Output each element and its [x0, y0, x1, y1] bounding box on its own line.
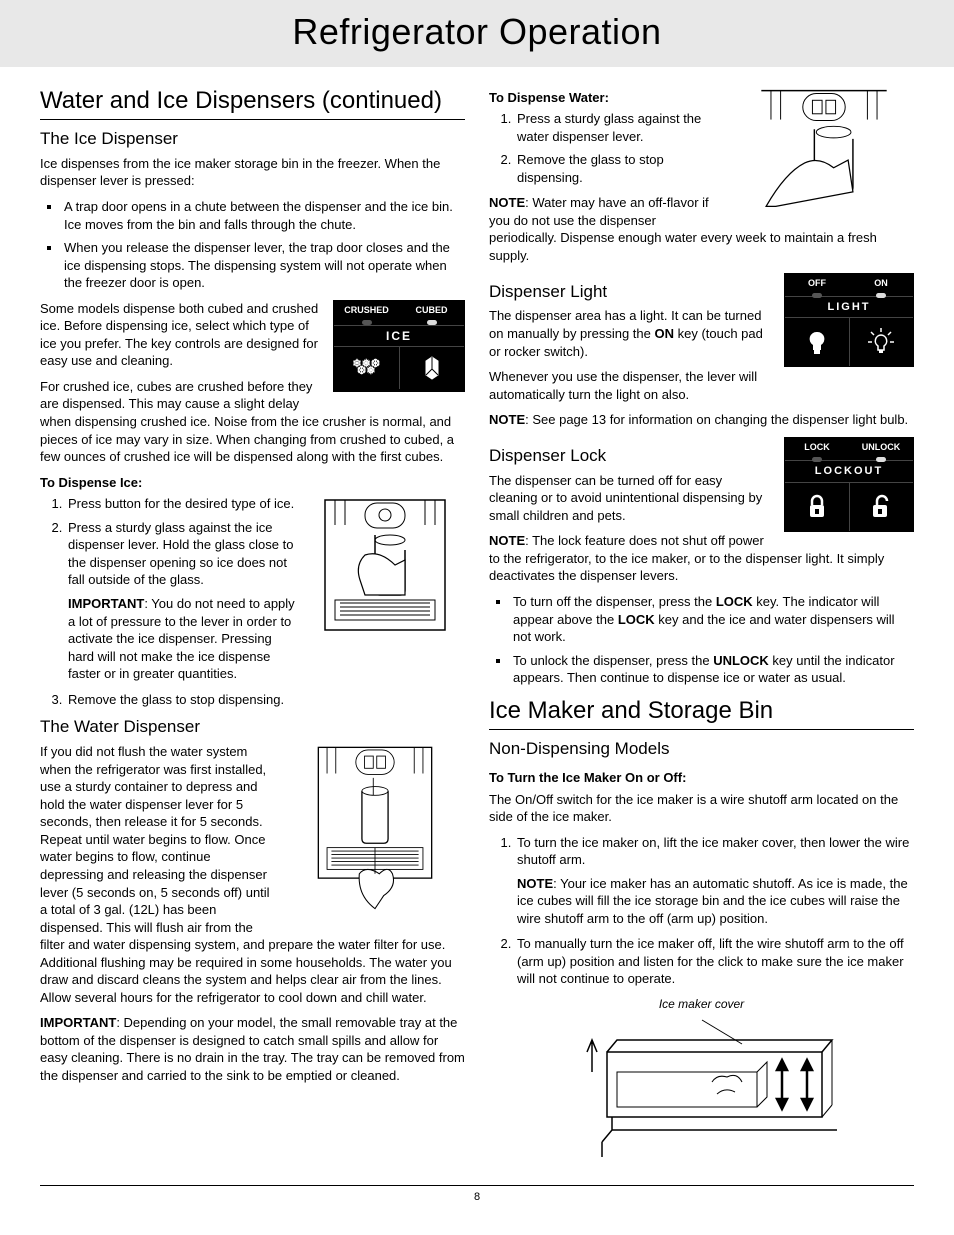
left-column: Water and Ice Dispensers (continued) The…: [40, 81, 465, 1167]
to-dispense-ice-heading: To Dispense Ice:: [40, 474, 465, 492]
section-ice-maker: Ice Maker and Storage Bin: [489, 695, 914, 730]
icemaker-steps: To turn the ice maker on, lift the ice m…: [489, 834, 914, 988]
ice-bullet-1: A trap door opens in a chute between the…: [62, 198, 465, 233]
ice-label: ICE: [334, 325, 464, 347]
heading-non-dispensing: Non-Dispensing Models: [489, 738, 914, 761]
lock-label: LOCK: [785, 438, 849, 460]
unlock-label: UNLOCK: [849, 438, 913, 460]
section-water-ice-dispensers: Water and Ice Dispensers (continued): [40, 85, 465, 120]
lock-bullet-2: To unlock the dispenser, press the UNLOC…: [511, 652, 914, 687]
content-columns: Water and Ice Dispensers (continued) The…: [0, 81, 954, 1177]
lock-icon: [785, 483, 849, 531]
right-column: To Dispense Water: Press a sturdy glass …: [489, 81, 914, 1167]
ice-bullet-2: When you release the dispenser lever, th…: [62, 239, 465, 292]
lock-note: NOTE: The lock feature does not shut off…: [489, 532, 914, 585]
lock-bullets: To turn off the dispenser, press the LOC…: [489, 593, 914, 687]
light-off-label: OFF: [785, 274, 849, 296]
heading-ice-dispenser: The Ice Dispenser: [40, 128, 465, 151]
light-para-2: Whenever you use the dispenser, the leve…: [489, 368, 914, 403]
lock-bullet-1: To turn off the dispenser, press the LOC…: [511, 593, 914, 646]
ice-dispenser-figure: [305, 495, 465, 650]
light-label: LIGHT: [785, 296, 913, 319]
light-on-label: ON: [849, 274, 913, 296]
crushed-label: CRUSHED: [334, 301, 399, 325]
lockout-control-panel: LOCK UNLOCK LOCKOUT: [784, 437, 914, 532]
icemaker-figure: Ice maker cover: [489, 996, 914, 1167]
dispense-ice-step-3: Remove the glass to stop dispensing.: [66, 691, 465, 709]
light-control-panel: OFF ON LIGHT: [784, 273, 914, 368]
cubed-label: CUBED: [399, 301, 464, 325]
ice-control-panel: CRUSHED CUBED ICE ❄❅❆❆❅: [333, 300, 465, 392]
lockout-label: LOCKOUT: [785, 460, 913, 483]
icemaker-step-2: To manually turn the ice maker off, lift…: [515, 935, 914, 988]
icemaker-para-1: The On/Off switch for the ice maker is a…: [489, 791, 914, 826]
bulb-on-icon: [849, 318, 914, 366]
light-note: NOTE: See page 13 for information on cha…: [489, 411, 914, 429]
cubed-ice-icon: [399, 347, 465, 389]
icemaker-step-1: To turn the ice maker on, lift the ice m…: [515, 834, 914, 928]
page-title-bar: Refrigerator Operation: [0, 0, 954, 67]
unlock-icon: [849, 483, 914, 531]
crushed-ice-icon: ❄❅❆❆❅: [334, 347, 399, 389]
page-number: 8: [40, 1185, 914, 1205]
water-dispenser-figure: [285, 743, 465, 918]
crushed-indicator: [362, 320, 372, 325]
heading-water-dispenser: The Water Dispenser: [40, 716, 465, 739]
ice-intro: Ice dispenses from the ice maker storage…: [40, 155, 465, 190]
bulb-off-icon: [785, 318, 849, 366]
ice-bullets: A trap door opens in a chute between the…: [40, 198, 465, 292]
water-hand-figure: [734, 81, 914, 221]
page-title: Refrigerator Operation: [0, 8, 954, 57]
water-important: IMPORTANT: Depending on your model, the …: [40, 1014, 465, 1084]
cubed-indicator: [427, 320, 437, 325]
icemaker-caption: Ice maker cover: [489, 996, 914, 1012]
heading-turn-ice-maker: To Turn the Ice Maker On or Off:: [489, 769, 914, 787]
